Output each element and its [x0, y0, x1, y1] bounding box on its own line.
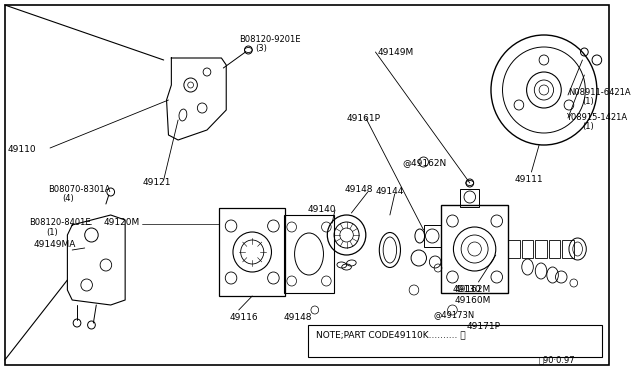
Text: (1): (1) — [46, 228, 58, 237]
Text: (4): (4) — [63, 194, 74, 203]
Text: NOTE;PART CODE49110K.......... ⓐ: NOTE;PART CODE49110K.......... ⓐ — [316, 330, 465, 339]
Text: B08120-9201E: B08120-9201E — [239, 35, 300, 44]
Text: 49111: 49111 — [515, 175, 543, 184]
Bar — [548, 240, 560, 258]
Bar — [460, 189, 479, 207]
Text: N08911-6421A: N08911-6421A — [568, 88, 630, 97]
Text: (3): (3) — [255, 44, 267, 53]
Text: @49173N: @49173N — [433, 310, 474, 319]
Text: 49140: 49140 — [308, 205, 337, 214]
Text: (1): (1) — [582, 122, 594, 131]
Bar — [508, 240, 520, 258]
Text: 49144: 49144 — [376, 187, 404, 196]
Bar — [441, 205, 508, 293]
Bar — [220, 208, 285, 296]
Text: 49149M: 49149M — [378, 48, 413, 57]
Bar — [424, 225, 441, 247]
Text: B08120-8401E: B08120-8401E — [29, 218, 90, 227]
Bar — [535, 240, 547, 258]
Text: Y08915-1421A: Y08915-1421A — [566, 113, 627, 122]
Text: 49148: 49148 — [284, 313, 312, 322]
Bar — [308, 325, 602, 357]
Text: 49161P: 49161P — [347, 114, 381, 123]
Text: 49116: 49116 — [229, 313, 258, 322]
Text: 49130: 49130 — [452, 285, 481, 294]
Text: 49148: 49148 — [345, 185, 373, 194]
Text: 49149MA: 49149MA — [34, 240, 76, 249]
Text: @49162N: @49162N — [403, 158, 447, 167]
Text: 49171P: 49171P — [467, 322, 501, 331]
Text: B08070-8301A: B08070-8301A — [48, 185, 111, 194]
Bar — [284, 215, 334, 293]
Text: 49162M: 49162M — [454, 285, 491, 294]
Bar — [562, 240, 574, 258]
Text: 49110: 49110 — [8, 145, 36, 154]
Text: (1): (1) — [582, 97, 594, 106]
Text: 49121: 49121 — [143, 178, 171, 187]
Text: ⓐ90·0.97: ⓐ90·0.97 — [539, 355, 576, 364]
Text: 49120M: 49120M — [104, 218, 140, 227]
Text: 49160M: 49160M — [454, 296, 491, 305]
Bar — [522, 240, 533, 258]
